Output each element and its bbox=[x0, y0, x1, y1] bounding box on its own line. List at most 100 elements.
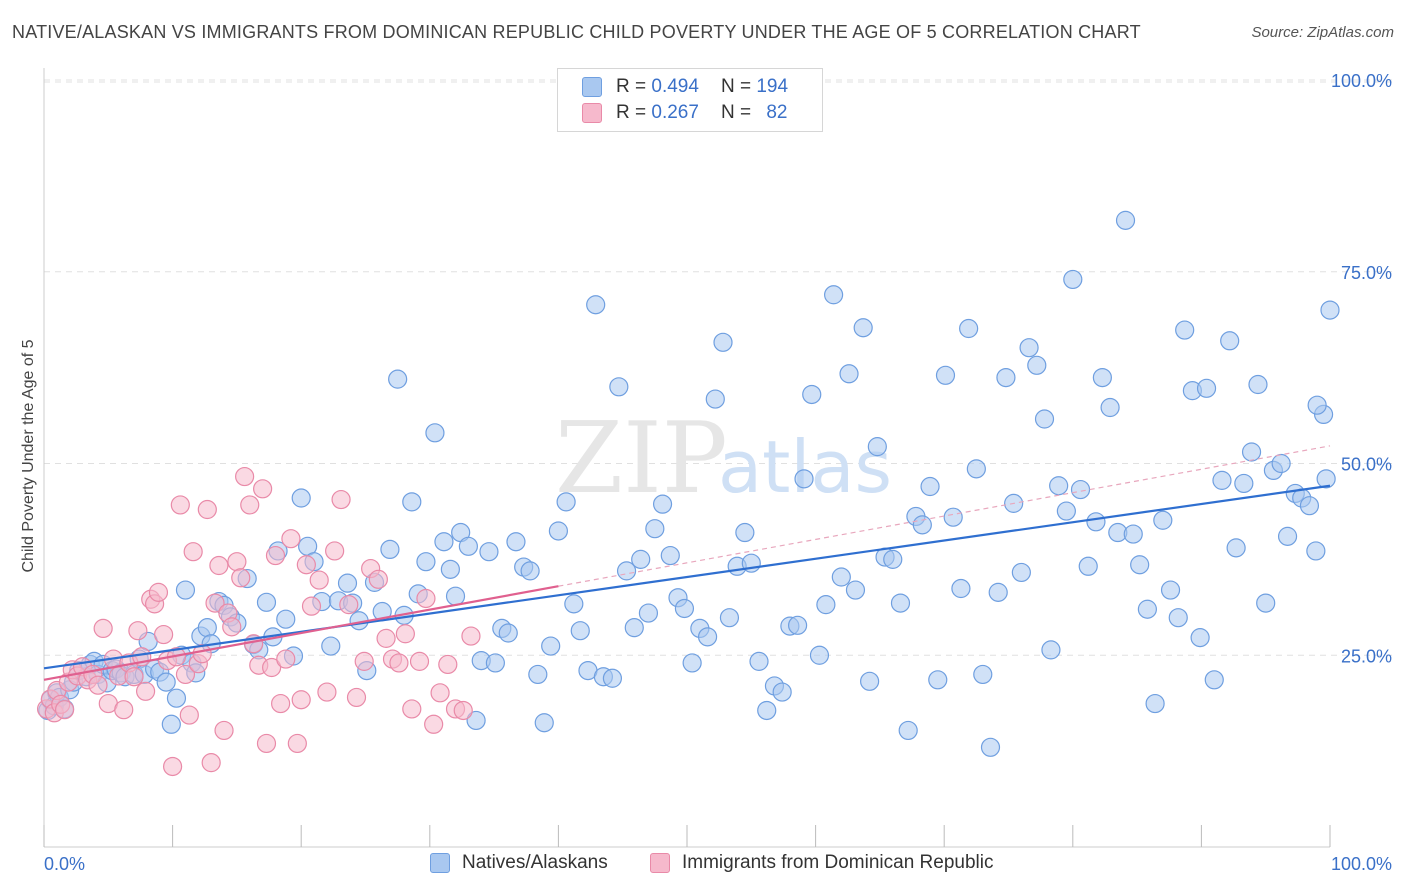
data-point bbox=[951, 578, 971, 599]
data-point bbox=[570, 621, 590, 641]
data-point bbox=[440, 559, 460, 579]
data-point bbox=[148, 582, 169, 602]
swatch-dominican bbox=[650, 853, 670, 873]
legend-r-value: 0.494 bbox=[651, 76, 699, 97]
watermark: ZIP atlas bbox=[555, 402, 892, 516]
data-point bbox=[1256, 593, 1276, 613]
data-point bbox=[1306, 541, 1326, 561]
data-point bbox=[631, 549, 651, 569]
data-point bbox=[461, 626, 481, 646]
legend-r-value: 0.267 bbox=[651, 102, 699, 123]
data-point bbox=[645, 519, 665, 539]
data-point bbox=[271, 693, 291, 714]
data-point bbox=[1204, 670, 1224, 690]
data-point bbox=[1145, 693, 1165, 714]
data-point bbox=[652, 494, 673, 514]
data-point bbox=[93, 618, 113, 639]
data-point bbox=[959, 318, 979, 339]
data-point bbox=[1153, 510, 1173, 530]
trend-lines bbox=[43, 445, 1331, 681]
y-tick-label: 75.0% bbox=[1341, 263, 1392, 283]
data-point bbox=[227, 552, 247, 572]
data-point bbox=[1234, 473, 1254, 494]
data-point bbox=[802, 384, 822, 405]
data-point bbox=[291, 690, 311, 710]
data-point bbox=[256, 592, 277, 612]
data-point bbox=[321, 636, 341, 656]
data-point bbox=[534, 713, 554, 733]
data-point bbox=[556, 492, 576, 512]
data-point bbox=[912, 515, 932, 535]
data-point bbox=[528, 664, 548, 685]
data-point bbox=[175, 580, 196, 600]
data-point bbox=[548, 521, 569, 541]
data-point bbox=[262, 657, 282, 678]
data-point bbox=[1086, 512, 1106, 532]
data-point bbox=[331, 489, 351, 510]
series-legend-dominican[interactable]: Immigrants from Dominican Republic bbox=[650, 852, 994, 874]
data-point bbox=[395, 624, 415, 644]
trend-line-natives bbox=[43, 484, 1331, 670]
data-point bbox=[602, 668, 623, 688]
data-point bbox=[153, 624, 174, 645]
data-point bbox=[368, 569, 388, 589]
data-point bbox=[1168, 608, 1188, 628]
data-point bbox=[609, 377, 629, 397]
data-point bbox=[124, 667, 144, 687]
legend-n-label: N = bbox=[720, 76, 752, 97]
tick-labels: 100.0% 75.0% 50.0% 25.0% 0.0% 100.0% bbox=[44, 71, 1392, 874]
dominican-points bbox=[36, 466, 481, 777]
y-tick-label: 50.0% bbox=[1341, 455, 1392, 475]
data-point bbox=[1271, 453, 1291, 474]
data-point bbox=[458, 536, 478, 556]
data-point bbox=[175, 664, 196, 685]
data-point bbox=[1190, 628, 1210, 648]
data-point bbox=[1196, 378, 1217, 398]
legend-r-label: R = bbox=[616, 102, 647, 123]
data-point bbox=[816, 595, 836, 615]
data-point bbox=[1320, 300, 1340, 320]
data-point bbox=[409, 651, 430, 671]
data-point bbox=[402, 699, 422, 719]
data-point bbox=[253, 479, 273, 499]
data-point bbox=[1092, 367, 1112, 388]
data-point bbox=[520, 561, 540, 581]
data-point bbox=[498, 623, 518, 643]
data-point bbox=[824, 285, 844, 305]
data-point bbox=[1175, 320, 1195, 340]
data-point bbox=[935, 365, 956, 385]
watermark-atlas: atlas bbox=[718, 425, 892, 509]
data-point bbox=[845, 580, 866, 600]
data-point bbox=[980, 737, 1001, 757]
data-point bbox=[839, 364, 859, 384]
data-point bbox=[1011, 562, 1031, 583]
correlation-legend: R = 0.494 N = 194 R = 0.267 N = 82 bbox=[557, 68, 823, 132]
data-point bbox=[339, 595, 359, 615]
data-point bbox=[161, 714, 181, 734]
y-axis-label: Child Poverty Under the Age of 5 bbox=[20, 339, 37, 572]
data-point bbox=[163, 756, 183, 777]
series-name-dominican: Immigrants from Dominican Republic bbox=[682, 852, 994, 873]
data-point bbox=[1220, 331, 1240, 351]
data-point bbox=[135, 681, 156, 701]
data-point bbox=[757, 700, 777, 721]
data-point bbox=[425, 423, 445, 443]
data-point bbox=[638, 603, 659, 623]
data-point bbox=[416, 588, 436, 609]
data-point bbox=[201, 753, 221, 773]
data-point bbox=[354, 651, 374, 671]
data-point bbox=[966, 459, 986, 479]
data-point bbox=[222, 617, 242, 637]
data-point bbox=[1063, 269, 1083, 290]
data-point bbox=[1041, 640, 1061, 660]
data-point bbox=[809, 645, 830, 665]
series-legend-natives[interactable]: Natives/Alaskans bbox=[430, 852, 608, 874]
source-label: Source: ZipAtlas.com bbox=[1251, 24, 1394, 41]
data-point bbox=[624, 618, 644, 638]
data-point bbox=[156, 672, 176, 692]
data-point bbox=[719, 608, 740, 628]
gridlines bbox=[44, 79, 1392, 656]
data-point bbox=[1226, 538, 1246, 558]
data-point bbox=[1299, 496, 1320, 516]
trend-extension-dominican bbox=[558, 445, 1331, 587]
